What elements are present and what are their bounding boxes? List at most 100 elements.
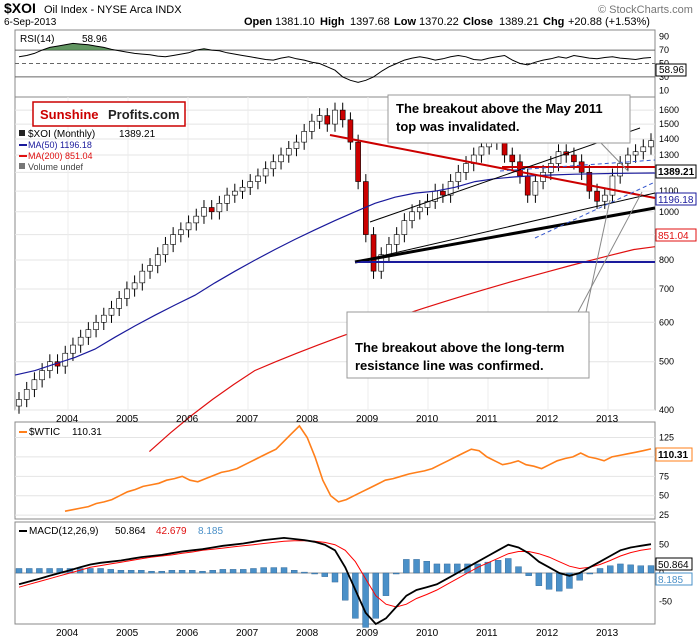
macd-hist-bar xyxy=(515,566,522,574)
candle-body xyxy=(262,168,269,177)
candle-body xyxy=(16,399,22,407)
candle-body xyxy=(370,234,377,272)
blue-dashed-lower xyxy=(534,181,656,239)
macd-hist-bar xyxy=(362,572,369,628)
macd-hist-bar xyxy=(138,570,145,574)
candle-body xyxy=(355,141,361,182)
macd-hist-bar xyxy=(127,570,135,574)
candle-body xyxy=(216,203,223,213)
price-x-tick: 2011 xyxy=(476,414,498,425)
price-x-tick: 2013 xyxy=(596,414,619,425)
rsi-title: RSI(14) xyxy=(20,34,54,45)
candle-body xyxy=(625,154,631,164)
wtic-tag-value: 110.31 xyxy=(658,450,688,461)
candle-body xyxy=(347,119,354,143)
ma200-legend: MA(200) 851.04 xyxy=(28,151,93,161)
ma50-line xyxy=(14,172,656,376)
price-y-tick: 1000 xyxy=(659,207,679,217)
macd-hist-bar xyxy=(494,560,502,574)
price-y-tick: 1600 xyxy=(659,105,679,115)
price-layer xyxy=(14,102,656,453)
candle-body xyxy=(416,207,423,213)
wtic-layer xyxy=(64,424,652,512)
price-y-tick: 1500 xyxy=(659,119,679,129)
candle-body xyxy=(586,172,593,192)
macd-hist-bar xyxy=(178,570,186,574)
macd-x-tick: 2005 xyxy=(116,628,139,639)
signal-value: 42.679 xyxy=(156,526,187,537)
macd-hist-bar xyxy=(484,561,492,574)
macd-hist-bar xyxy=(627,564,634,574)
macd-hist-bar xyxy=(158,570,165,574)
candle-body xyxy=(393,234,400,245)
rsi-y-tick: 10 xyxy=(659,85,669,95)
high-value: 1397.68 xyxy=(350,16,390,28)
rsi-y-tick: 70 xyxy=(659,45,669,55)
price-title: $XOI (Monthly) xyxy=(28,129,95,140)
candle-body xyxy=(23,389,30,400)
macd-hist-bar xyxy=(596,568,604,574)
macd-hist-bar xyxy=(331,572,339,583)
annotation-2-line1: The breakout above the long-term xyxy=(355,340,564,355)
close-label: Close xyxy=(463,16,493,28)
macd-hist-bar xyxy=(443,563,451,574)
candle-body xyxy=(440,190,446,196)
price-x-tick: 2009 xyxy=(356,414,379,425)
wtic-line xyxy=(64,424,652,512)
candle-body xyxy=(193,215,200,224)
chart-date: 6-Sep-2013 xyxy=(4,17,57,28)
ma200-tag xyxy=(655,228,697,242)
ma50-tag xyxy=(655,192,697,206)
candle-body xyxy=(154,254,161,266)
macd-x-tick: 2009 xyxy=(356,628,379,639)
rsi-y-tick: 30 xyxy=(659,72,669,82)
candle-body xyxy=(640,146,647,153)
macd-hist-bar xyxy=(647,565,655,574)
macd-hist-bar xyxy=(46,568,53,574)
chg-value: +20.88 (+1.53%) xyxy=(568,16,650,28)
price-y-tick: 700 xyxy=(659,284,674,294)
candle-body xyxy=(85,329,92,338)
axis-ticks: 9070503010160015001400130012001100100090… xyxy=(56,32,679,639)
blue-dashed-upper xyxy=(499,159,656,172)
candle-body xyxy=(239,186,246,192)
ma50-legend: MA(50) 1196.18 xyxy=(28,140,92,150)
price-x-tick: 2010 xyxy=(416,414,439,425)
macd-hist-bar xyxy=(556,572,563,592)
candle-body xyxy=(301,131,307,143)
candle-body xyxy=(555,151,562,164)
candle-body xyxy=(386,244,392,256)
logo-text-dark: Profits.com xyxy=(108,107,180,122)
annotation-box-2: The breakout above the long-term resista… xyxy=(346,311,590,379)
macd-hist-bar xyxy=(586,572,594,575)
candle-body xyxy=(285,148,292,156)
candle-body xyxy=(31,379,38,390)
candle-body xyxy=(185,222,192,231)
candle-body xyxy=(478,146,485,156)
pointer-2a xyxy=(577,191,643,313)
watermark: © StockCharts.com xyxy=(598,4,693,16)
candle-body xyxy=(532,181,539,196)
macd-hist-bar xyxy=(270,567,278,574)
grid-lines xyxy=(15,49,655,574)
hist-value: 8.185 xyxy=(198,526,223,537)
macd-hist-bar xyxy=(607,565,614,574)
candle-body xyxy=(632,151,639,156)
candle-body xyxy=(208,207,215,213)
macd-hist-bar xyxy=(341,572,349,601)
macd-hist-bar xyxy=(36,568,43,574)
price-y-tick: 500 xyxy=(659,357,674,367)
macd-hist-bar xyxy=(280,567,288,574)
macd-hist-bar xyxy=(617,563,624,574)
candle-body xyxy=(339,109,346,121)
candle-body xyxy=(232,190,238,196)
price-y-tick: 600 xyxy=(659,317,674,327)
channel-lower-line xyxy=(354,192,656,263)
price-tag xyxy=(655,164,697,179)
candle-body xyxy=(93,321,99,330)
macd-hist-bar xyxy=(301,571,308,574)
macd-x-tick: 2008 xyxy=(296,628,319,639)
price-x-tick: 2005 xyxy=(116,414,139,425)
